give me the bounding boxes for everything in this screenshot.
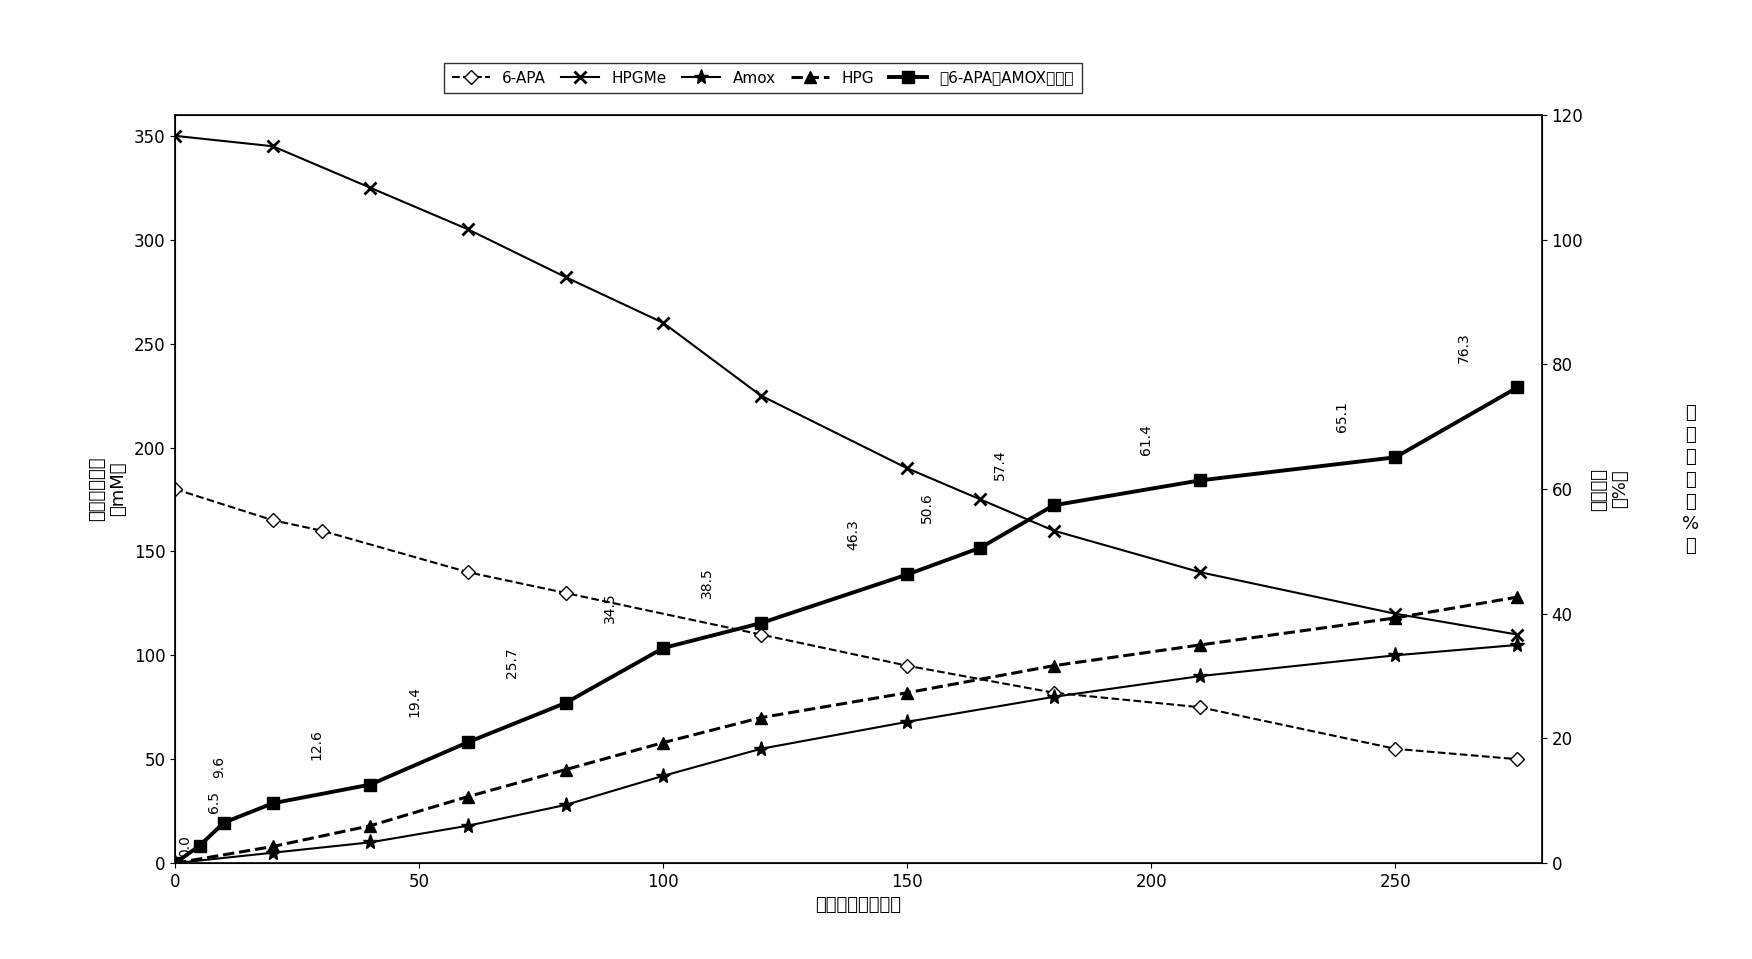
Text: 19.4: 19.4 bbox=[408, 687, 420, 717]
Amox bbox=[1384, 649, 1405, 661]
HPG bbox=[165, 857, 186, 869]
HPGMe bbox=[653, 317, 675, 329]
Amox bbox=[1190, 670, 1211, 682]
Y-axis label: 反应物的转化
（mM）: 反应物的转化 （mM） bbox=[88, 456, 126, 522]
Line: Amox: Amox bbox=[168, 638, 1524, 871]
匇6-APA向AMOX的转化 bbox=[555, 697, 576, 709]
6-APA bbox=[1507, 754, 1528, 765]
X-axis label: 反应时间（分钟）: 反应时间（分钟） bbox=[815, 897, 902, 914]
Text: 12.6: 12.6 bbox=[310, 729, 324, 760]
Text: 76.3: 76.3 bbox=[1456, 332, 1470, 363]
HPGMe bbox=[897, 462, 918, 474]
Text: 50.6: 50.6 bbox=[920, 492, 934, 523]
6-APA bbox=[263, 514, 284, 526]
匇6-APA向AMOX的转化 bbox=[1042, 500, 1063, 511]
Text: 46.3: 46.3 bbox=[846, 519, 860, 550]
Legend: 6-APA, HPGMe, Amox, HPG, 匇6-APA向AMOX的转化: 6-APA, HPGMe, Amox, HPG, 匇6-APA向AMOX的转化 bbox=[443, 63, 1081, 93]
6-APA bbox=[165, 483, 186, 495]
6-APA bbox=[750, 629, 771, 641]
6-APA bbox=[555, 587, 576, 598]
Text: 6.5: 6.5 bbox=[207, 791, 221, 813]
HPG bbox=[555, 763, 576, 775]
HPG bbox=[1042, 660, 1063, 671]
Line: HPGMe: HPGMe bbox=[168, 129, 1524, 641]
匇6-APA向AMOX的转化 bbox=[189, 840, 210, 852]
匇6-APA向AMOX的转化 bbox=[1507, 382, 1528, 393]
HPGMe bbox=[359, 182, 380, 194]
Text: 57.4: 57.4 bbox=[993, 450, 1007, 480]
HPG bbox=[263, 841, 284, 853]
匇6-APA向AMOX的转化 bbox=[214, 817, 235, 829]
匇6-APA向AMOX的转化 bbox=[750, 618, 771, 629]
Line: 6-APA: 6-APA bbox=[170, 484, 1522, 764]
匇6-APA向AMOX的转化 bbox=[1384, 452, 1405, 463]
HPGMe bbox=[971, 494, 992, 505]
HPGMe bbox=[165, 130, 186, 142]
HPG bbox=[897, 687, 918, 698]
6-APA bbox=[1384, 743, 1405, 755]
HPGMe bbox=[457, 223, 478, 235]
Amox bbox=[165, 857, 186, 869]
Text: 34.5: 34.5 bbox=[603, 593, 617, 623]
6-APA bbox=[1042, 687, 1063, 698]
Text: 转
化
程
度
（
%
）: 转 化 程 度 （ % ） bbox=[1682, 404, 1699, 555]
HPG bbox=[457, 791, 478, 803]
HPGMe bbox=[1384, 608, 1405, 620]
Amox bbox=[897, 716, 918, 728]
匇6-APA向AMOX的转化 bbox=[165, 857, 186, 869]
Text: 65.1: 65.1 bbox=[1335, 402, 1349, 433]
Y-axis label: 转化程度
（%）: 转化程度 （%） bbox=[1591, 468, 1629, 510]
HPGMe bbox=[1042, 525, 1063, 536]
Text: 0.0: 0.0 bbox=[179, 835, 193, 857]
匇6-APA向AMOX的转化 bbox=[457, 737, 478, 748]
Amox bbox=[555, 799, 576, 810]
HPG bbox=[359, 820, 380, 831]
Line: 匇6-APA向AMOX的转化: 匇6-APA向AMOX的转化 bbox=[170, 382, 1522, 869]
Amox bbox=[1042, 691, 1063, 703]
6-APA bbox=[897, 660, 918, 671]
匇6-APA向AMOX的转化 bbox=[971, 542, 992, 553]
6-APA bbox=[457, 567, 478, 578]
Text: 61.4: 61.4 bbox=[1139, 425, 1153, 456]
匇6-APA向AMOX的转化 bbox=[263, 798, 284, 809]
Amox bbox=[457, 820, 478, 831]
Amox bbox=[359, 836, 380, 848]
Line: HPG: HPG bbox=[170, 592, 1522, 869]
Amox bbox=[1507, 639, 1528, 650]
匇6-APA向AMOX的转化 bbox=[359, 779, 380, 790]
Amox bbox=[263, 847, 284, 858]
HPGMe bbox=[1190, 567, 1211, 578]
HPG bbox=[750, 712, 771, 723]
HPGMe bbox=[750, 389, 771, 401]
Amox bbox=[653, 770, 675, 782]
匇6-APA向AMOX的转化 bbox=[897, 569, 918, 580]
HPGMe bbox=[1507, 629, 1528, 641]
6-APA bbox=[312, 525, 333, 536]
HPG bbox=[1507, 592, 1528, 603]
Text: 25.7: 25.7 bbox=[505, 647, 519, 678]
HPGMe bbox=[555, 271, 576, 283]
HPG bbox=[1384, 612, 1405, 623]
Amox bbox=[750, 743, 771, 755]
HPG bbox=[1190, 639, 1211, 650]
匇6-APA向AMOX的转化 bbox=[1190, 475, 1211, 486]
Text: 38.5: 38.5 bbox=[701, 568, 715, 598]
Text: 9.6: 9.6 bbox=[212, 757, 226, 779]
HPG bbox=[653, 737, 675, 748]
匇6-APA向AMOX的转化 bbox=[653, 643, 675, 654]
6-APA bbox=[1190, 702, 1211, 713]
HPGMe bbox=[263, 140, 284, 152]
